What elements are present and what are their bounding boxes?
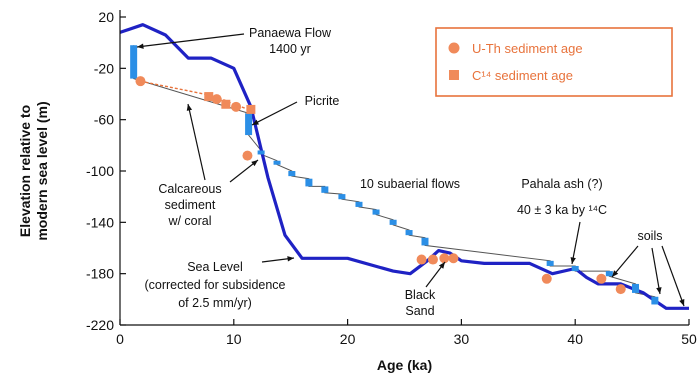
arrow-pahala-head [570,257,576,264]
arrow-calcareous-1 [187,103,206,181]
flow-bar-9 [355,201,363,207]
flow-bar-6 [305,178,313,187]
annotation-soils: soils [637,229,662,243]
arrow-calcareous-1-head [186,104,193,111]
flow-bar-1 [130,45,138,79]
annotation-picrite: Picrite [305,94,340,108]
annotation-black-sand-line-1: Black [405,288,436,302]
annotation-sea-level-line-1: Sea Level [187,260,243,274]
arrow-soils-2-head [656,287,662,294]
arrow-soils-2 [651,247,661,295]
arrow-soils-1 [611,245,639,278]
u-th-point-6 [427,254,438,265]
flow-bar-11 [389,219,397,225]
x-tick-label-1: 0 [116,331,124,347]
x-tick-label-2: 10 [226,331,242,347]
flow-bar-16 [605,271,613,277]
annotation-calcareous-line-2: sediment [165,198,216,212]
annotation-pahala-ash: Pahala ash (?) [521,177,602,191]
arrow-calcareous-2-head [251,160,258,167]
x-axis-title: Age (ka) [377,357,432,373]
y-axis-title-line-2: modern sea level (m) [34,101,50,240]
y-tick-label-7: -220 [86,317,114,333]
arrow-picrite-head [252,119,259,125]
flow-bar-5 [288,171,296,177]
annotation-sea-level-line-2: (corrected for subsidence [144,278,285,292]
annotation-pahala-age: 40 ± 3 ka by ¹⁴C [517,203,607,217]
arrow-picrite [251,101,298,126]
legend-c14-label: C¹⁴ sediment age [472,68,573,83]
y-tick-label-3: -60 [94,112,114,128]
annotation-calcareous-line-3: w/ coral [167,214,211,228]
flow-bar-13 [421,237,429,246]
arrow-pahala [571,221,581,265]
flow-bar-8 [338,194,346,200]
u-th-point-2 [211,94,222,105]
plot-marks [119,23,689,310]
legend-u-th-label: U-Th sediment age [472,41,583,56]
u-th-point-8 [448,253,459,264]
x-tick-label-4: 30 [454,331,470,347]
flow-bar-17 [632,283,640,293]
x-tick-label-3: 20 [340,331,356,347]
u-th-point-1 [135,76,146,87]
annotation-panaewa-line-2: 1400 yr [269,42,311,56]
c14-point-1 [204,92,214,102]
annotation-panaewa-line-1: Panaewa Flow [249,26,332,40]
arrow-soils-3 [661,245,685,307]
flow-bar-14 [546,260,554,266]
flow-bar-3 [257,150,265,155]
y-tick-label-6: -180 [86,266,114,282]
legend-c14-marker [449,70,459,80]
labels: U-Th sediment age C¹⁴ sediment age Panaewa… [136,26,685,318]
arrow-soils-1-head [612,270,619,277]
arrow-sea-level-head [287,256,294,262]
u-th-point-11 [615,284,626,295]
legend-u-th-marker [448,42,460,54]
annotation-sea-level-line-3: of 2.5 mm/yr) [178,296,252,310]
c14-point-3 [246,104,256,114]
y-tick-label-2: -20 [94,60,114,76]
u-th-point-7 [439,253,450,264]
arrow-black-sand-head [438,262,445,269]
flow-bar-4 [273,160,281,165]
x-tick-label-6: 50 [681,331,697,347]
flow-bar-15 [571,265,579,272]
y-axis-title-line-1: Elevation relative to [17,105,33,237]
x-tick-label-5: 40 [567,331,583,347]
u-th-point-4 [242,150,253,161]
flow-bar-12 [405,230,413,236]
arrow-panaewa [136,33,245,48]
c14-point-2 [221,99,231,109]
annotation-calcareous-line-1: Calcareous [158,182,221,196]
y-tick-label-1: 20 [98,9,114,25]
flow-bar-7 [321,186,329,193]
annotation-subaerial-flows: 10 subaerial flows [360,177,460,191]
u-th-point-9 [541,273,552,284]
y-tick-label-4: -100 [86,163,114,179]
flow-bar-18 [651,296,659,305]
annotation-black-sand-line-2: Sand [405,304,434,318]
y-tick-label-5: -140 [86,214,114,230]
u-th-point-5 [416,254,427,265]
flow-bar-10 [372,209,380,215]
arrow-panaewa-head [137,43,144,49]
u-th-point-3 [231,101,242,112]
flow-bar-2 [245,113,253,136]
arrow-soils-3-head [679,299,685,306]
legend-box [435,27,673,97]
u-th-point-10 [596,273,607,284]
